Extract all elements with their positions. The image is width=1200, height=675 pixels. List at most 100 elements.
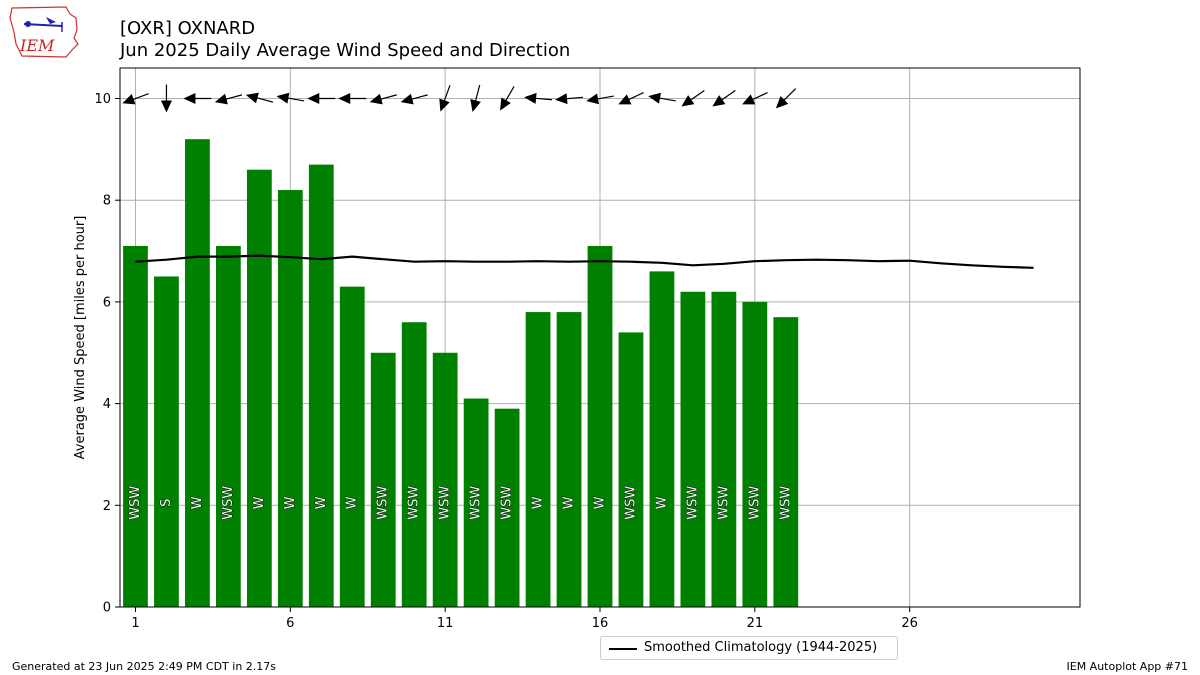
direction-label-day-14: W: [531, 496, 546, 509]
chart-title-station: [OXR] OXNARD: [120, 18, 256, 39]
wind-arrow-shaft: [504, 86, 515, 103]
chart-title-period: Jun 2025 Daily Average Wind Speed and Di…: [120, 40, 571, 61]
wind-arrow-head: [400, 93, 414, 105]
wind-arrow-day-9: [369, 93, 397, 105]
wind-arrow-shaft: [443, 85, 451, 103]
bar-day-6: [277, 190, 303, 608]
wind-arrow-day-2: [160, 84, 172, 113]
wind-arrow-day-17: [618, 92, 644, 105]
wind-arrow-day-5: [245, 92, 274, 104]
wind-arrow-shaft: [720, 89, 736, 102]
y-axis-label: Average Wind Speed [miles per hour]: [73, 216, 88, 460]
wind-arrow-shaft: [286, 97, 305, 102]
wind-arrow-head: [618, 94, 632, 105]
wind-arrow-head: [586, 93, 599, 105]
direction-labels: WSW S W WSW W W W W WSW WSW WSW WSW WSW W W W WSW W WSW WSW…: [128, 485, 794, 520]
direction-label-day-7: W: [314, 496, 329, 509]
bar-day-8: [339, 286, 365, 607]
direction-label-day-21: WSW: [747, 486, 762, 520]
y-tick-label: 4: [103, 397, 111, 412]
bar-day-17: [618, 332, 644, 607]
wind-arrow-day-12: [470, 84, 481, 113]
direction-label-day-2: S: [159, 499, 174, 507]
climatology-line: [135, 254, 1034, 269]
x-tick-label: 21: [747, 616, 764, 631]
y-tick-label: 6: [103, 295, 111, 310]
wind-arrow-head: [338, 93, 351, 105]
wind-arrow-shaft: [131, 93, 149, 101]
wind-arrow-day-3: [183, 93, 212, 105]
direction-label-day-5: W: [252, 496, 267, 509]
wind-arrow-day-21: [742, 92, 768, 105]
wind-arrow-head: [214, 93, 228, 105]
wind-arrow-shaft: [627, 92, 644, 101]
direction-label-day-4: WSW: [221, 486, 236, 520]
wind-arrow-shaft: [595, 95, 614, 100]
bar-day-20: [711, 291, 737, 607]
wind-arrow-shaft: [689, 89, 705, 102]
wind-arrow-day-18: [648, 92, 676, 104]
direction-label-day-6: W: [283, 496, 298, 509]
bar-day-22: [773, 317, 799, 607]
wind-arrow-day-1: [122, 93, 149, 105]
direction-label-day-17: WSW: [623, 486, 638, 520]
bar-day-9: [370, 352, 396, 607]
wind-arrow-head: [276, 92, 290, 104]
y-tick-label: 0: [103, 601, 111, 616]
x-tick-label: 16: [592, 616, 609, 631]
bar-day-4: [216, 245, 241, 608]
direction-label-day-13: WSW: [500, 486, 515, 520]
legend-line-swatch: [609, 648, 637, 650]
iem-logo: IEM: [9, 6, 79, 58]
wind-arrow-day-16: [586, 93, 614, 105]
wind-arrow-head: [555, 93, 568, 105]
direction-label-day-15: W: [562, 496, 577, 509]
bar-day-5: [246, 169, 272, 607]
wind-arrow-head: [742, 94, 756, 105]
wind-arrow-shaft: [782, 88, 797, 102]
wind-arrow-head: [681, 95, 695, 107]
wind-arrow-head: [775, 96, 789, 109]
bar-day-14: [525, 312, 551, 607]
wind-arrow-day-11: [439, 85, 451, 112]
direction-label-day-18: W: [654, 496, 669, 509]
wind-arrow-day-7: [307, 93, 336, 105]
bar-day-16: [587, 245, 613, 608]
wind-arrow-shaft: [474, 84, 481, 103]
x-tick-label: 1: [131, 616, 139, 631]
y-tick-label: 2: [103, 499, 111, 514]
direction-label-day-22: WSW: [778, 486, 793, 520]
y-tick-label: 10: [94, 92, 111, 107]
wind-arrow-day-8: [338, 93, 367, 105]
direction-label-day-1: WSW: [128, 486, 143, 520]
wind-arrow-head: [500, 97, 511, 111]
x-tick-label: 11: [437, 616, 454, 631]
wind-arrow-head: [439, 98, 450, 112]
wind-arrow-day-19: [681, 89, 705, 107]
x-tick-label: 6: [286, 616, 294, 631]
direction-label-day-8: W: [345, 496, 360, 509]
bar-day-19: [680, 291, 706, 607]
y-tick-label: 8: [103, 194, 111, 209]
direction-label-day-16: W: [593, 496, 608, 509]
wind-arrow-day-6: [276, 92, 305, 104]
climatology-layer: [135, 254, 1034, 269]
wind-arrow-day-10: [400, 93, 428, 105]
direction-label-day-9: WSW: [376, 486, 391, 520]
wind-arrow-head: [524, 92, 537, 104]
direction-label-day-12: WSW: [469, 486, 484, 520]
wind-arrow-day-15: [555, 93, 584, 105]
wind-arrow-day-13: [500, 86, 515, 111]
wind-arrow-shaft: [657, 97, 676, 102]
direction-label-day-19: WSW: [685, 486, 700, 520]
wind-arrow-head: [122, 94, 136, 105]
wind-arrow-head: [648, 92, 661, 104]
wind-arrow-head: [369, 93, 383, 105]
wind-arrow-head: [470, 99, 481, 113]
bars: [123, 139, 799, 608]
wind-arrow-shaft: [224, 94, 243, 101]
autoplot-app-label: IEM Autoplot App #71: [1066, 660, 1189, 673]
wind-arrow-head: [307, 93, 320, 105]
